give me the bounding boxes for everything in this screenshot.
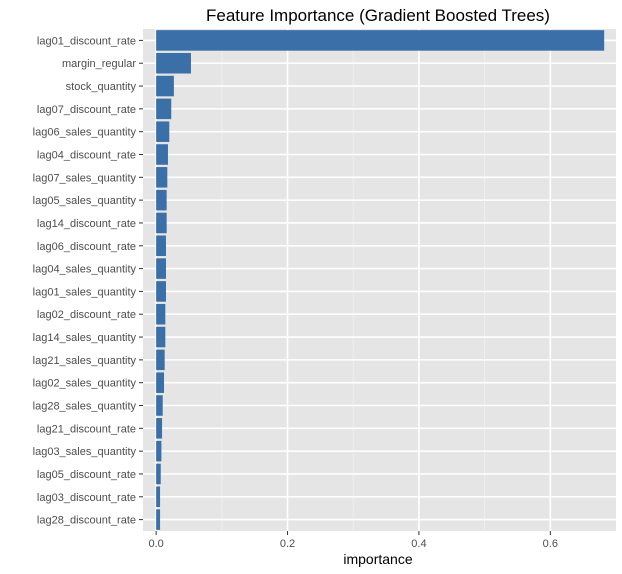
bar-lag21_discount_rate <box>156 418 163 439</box>
y-tick-label: lag01_sales_quantity <box>33 286 137 298</box>
bar-lag05_discount_rate <box>156 463 161 485</box>
bars <box>156 30 605 530</box>
x-tick-label: 0.2 <box>280 538 295 550</box>
y-tick-label: lag07_discount_rate <box>37 104 136 116</box>
bar-lag02_discount_rate <box>156 303 166 325</box>
bar-stock_quantity <box>156 75 174 97</box>
y-tick-label: lag02_discount_rate <box>37 309 136 321</box>
bar-lag04_discount_rate <box>156 144 168 165</box>
y-tick-label: lag02_sales_quantity <box>33 378 137 390</box>
y-tick-label: lag21_sales_quantity <box>33 355 137 367</box>
y-tick-label: lag05_sales_quantity <box>33 195 137 207</box>
y-tick-label: lag03_discount_rate <box>37 492 136 504</box>
x-tick-label: 0.0 <box>148 538 163 550</box>
grid-lines <box>143 29 616 531</box>
x-axis: 0.0 0.2 0.4 0.6 <box>148 531 558 550</box>
x-axis-title: importance <box>343 551 412 567</box>
y-axis: lag01_discount_rate margin_regular stock_q… <box>33 35 143 527</box>
y-tick-label: lag03_sales_quantity <box>33 446 137 458</box>
x-tick-label: 0.4 <box>411 538 426 550</box>
bar-lag28_discount_rate <box>156 509 161 530</box>
y-tick-label: margin_regular <box>62 58 136 70</box>
y-tick-label: lag04_discount_rate <box>37 150 136 162</box>
y-tick-label: stock_quantity <box>66 81 137 93</box>
bar-lag21_sales_quantity <box>156 349 165 371</box>
bar-lag28_sales_quantity <box>156 395 163 416</box>
y-tick-label: lag06_discount_rate <box>37 241 136 253</box>
y-tick-label: lag04_sales_quantity <box>33 264 137 276</box>
bar-margin_regular <box>156 52 191 74</box>
y-tick-label: lag06_sales_quantity <box>33 127 137 139</box>
bar-lag14_discount_rate <box>156 212 167 234</box>
y-tick-label: lag01_discount_rate <box>37 35 136 47</box>
bar-lag05_sales_quantity <box>156 189 167 211</box>
bar-lag01_discount_rate <box>156 30 605 51</box>
y-tick-label: lag07_sales_quantity <box>33 172 137 184</box>
y-tick-label: lag14_sales_quantity <box>33 332 137 344</box>
bar-lag06_discount_rate <box>156 235 166 257</box>
y-tick-label: lag28_discount_rate <box>37 515 136 527</box>
plot-panel <box>143 29 616 531</box>
bar-lag04_sales_quantity <box>156 258 166 279</box>
y-tick-label: lag05_discount_rate <box>37 469 136 481</box>
x-tick-label: 0.6 <box>543 538 558 550</box>
bar-lag14_sales_quantity <box>156 326 166 348</box>
bar-lag07_sales_quantity <box>156 167 168 188</box>
bar-lag02_sales_quantity <box>156 372 165 393</box>
y-tick-label: lag21_discount_rate <box>37 423 136 435</box>
bar-lag01_sales_quantity <box>156 281 166 302</box>
y-tick-label: lag14_discount_rate <box>37 218 136 230</box>
bar-lag06_sales_quantity <box>156 121 170 142</box>
bar-lag07_discount_rate <box>156 98 172 120</box>
bar-lag03_discount_rate <box>156 486 161 508</box>
chart-title: Feature Importance (Gradient Boosted Tre… <box>206 6 550 25</box>
bar-lag03_sales_quantity <box>156 440 162 462</box>
y-tick-label: lag28_sales_quantity <box>33 401 137 413</box>
